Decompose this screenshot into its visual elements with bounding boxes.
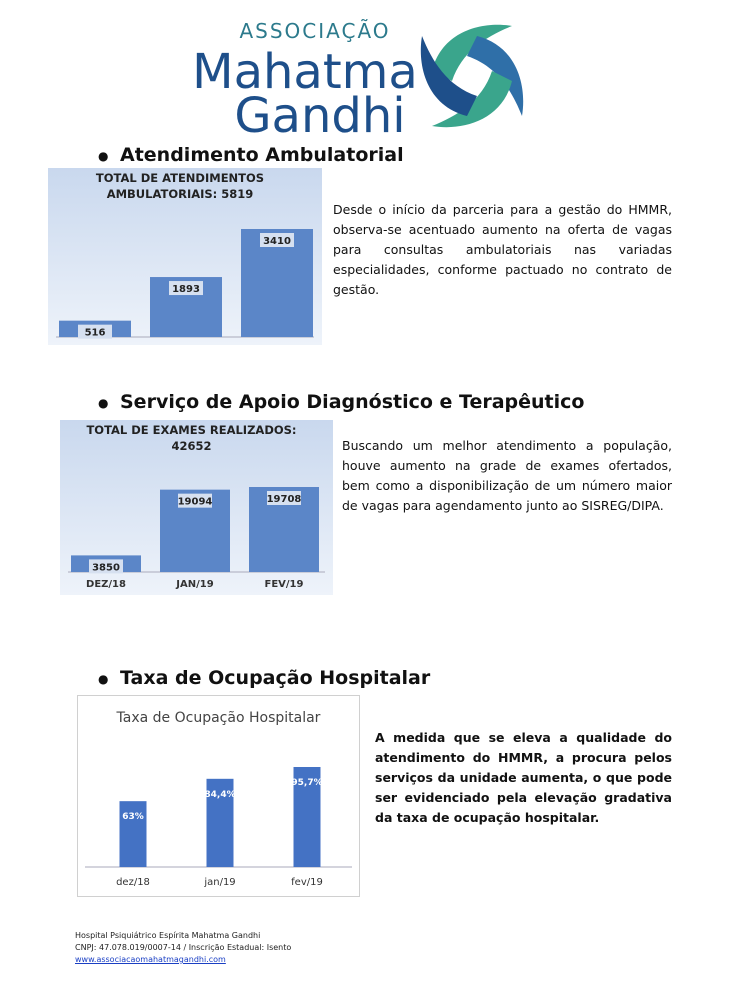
label-box bbox=[260, 233, 294, 247]
value-label: 84,4% bbox=[204, 790, 235, 800]
paragraph: Desde o início da parceria para a gestão… bbox=[333, 202, 672, 297]
label-box bbox=[267, 491, 301, 505]
chart-title: TOTAL DE ATENDIMENTOS AMBULATORIAIS: 5819 bbox=[96, 171, 264, 201]
logo-line2: Mahatma bbox=[192, 44, 418, 100]
value-label: 63% bbox=[122, 812, 144, 822]
logo-line3: Gandhi bbox=[234, 88, 405, 143]
chart-title: TOTAL DE EXAMES REALIZADOS: 42652 bbox=[86, 423, 296, 453]
x-tick-label: DEZ/18 bbox=[86, 579, 126, 590]
logo: ASSOCIAÇÃO Mahatma Gandhi bbox=[192, 19, 524, 143]
x-tick-label: FEV/19 bbox=[265, 579, 304, 590]
chart: Taxa de Ocupação Hospitalar 63% dez/18 84,4… bbox=[77, 695, 360, 897]
x-tick-label: fev/19 bbox=[291, 877, 323, 888]
x-tick-label: dez/18 bbox=[116, 877, 150, 888]
label-box bbox=[178, 493, 212, 508]
x-tick-label: JAN/19 bbox=[175, 579, 213, 590]
value-label: 516 bbox=[85, 328, 106, 339]
bar bbox=[206, 778, 234, 867]
value-label: 19094 bbox=[178, 497, 213, 508]
footer: Hospital Psiquiátrico Espírita Mahatma G… bbox=[75, 930, 291, 966]
section-heading: Serviço de Apoio Diagnóstico e Terapêuti… bbox=[98, 391, 585, 413]
paragraph: A medida que se eleva a qualidade do ate… bbox=[375, 730, 672, 825]
chart: TOTAL DE ATENDIMENTOS AMBULATORIAIS: 5819… bbox=[48, 168, 322, 345]
bar bbox=[293, 767, 321, 867]
footer-line: Hospital Psiquiátrico Espírita Mahatma G… bbox=[75, 931, 261, 940]
value-label: 3850 bbox=[92, 562, 120, 573]
paragraph: Buscando um melhor atendimento a populaç… bbox=[342, 438, 672, 513]
footer-link[interactable]: www.associacaomahatmagandhi.com bbox=[75, 955, 226, 964]
label-box bbox=[169, 281, 203, 296]
section-heading: Atendimento Ambulatorial bbox=[98, 144, 404, 166]
value-label: 3410 bbox=[263, 236, 291, 247]
value-label: 1893 bbox=[172, 284, 200, 295]
label-box bbox=[89, 559, 123, 574]
x-tick-label: jan/19 bbox=[203, 877, 235, 888]
value-label: 95,7% bbox=[291, 778, 322, 788]
logo-emblem bbox=[420, 24, 524, 128]
footer-line: CNPJ: 47.078.019/0007-14 / Inscrição Est… bbox=[75, 943, 292, 952]
label-box bbox=[78, 324, 112, 339]
chart: TOTAL DE EXAMES REALIZADOS: 42652 3850 DEZ/… bbox=[60, 420, 333, 595]
section-heading: Taxa de Ocupação Hospitalar bbox=[98, 667, 430, 689]
value-label: 19708 bbox=[267, 494, 302, 505]
logo-line1: ASSOCIAÇÃO bbox=[239, 19, 390, 43]
chart-title: Taxa de Ocupação Hospitalar bbox=[116, 710, 321, 726]
bar bbox=[119, 801, 147, 867]
